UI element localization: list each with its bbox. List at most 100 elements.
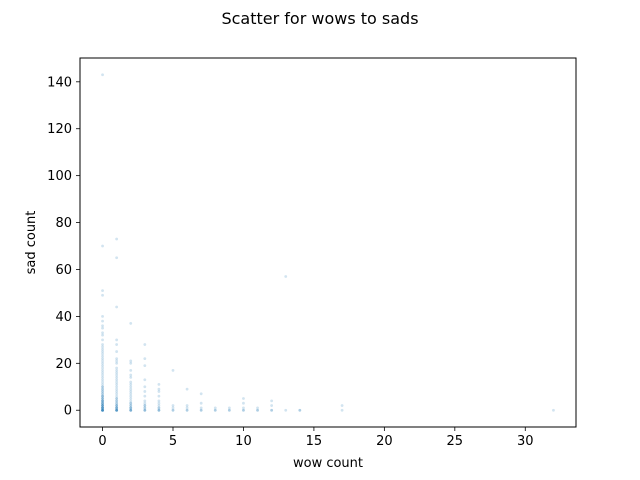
data-point [157,399,161,403]
data-point [115,373,119,377]
data-point [143,406,147,410]
data-point [157,408,161,412]
data-point [143,408,147,412]
data-point [199,401,203,405]
data-point [157,404,161,407]
data-point [284,275,288,278]
data-point [101,345,104,349]
data-point [101,359,104,363]
data-point [199,408,203,412]
data-point [115,404,119,407]
data-point [270,399,274,403]
data-point [129,387,133,391]
data-point [101,406,104,410]
data-point [129,408,133,412]
data-point [115,343,119,346]
data-point [171,406,175,410]
data-point [171,408,175,412]
data-point [101,373,104,377]
data-point [101,364,104,368]
data-point [115,401,119,405]
data-point [129,383,133,386]
data-point [115,305,119,309]
data-point [270,408,274,412]
data-point [115,401,119,405]
data-point [101,326,104,330]
data-point [242,397,245,400]
data-point [115,404,119,407]
data-point [298,408,302,412]
data-point [171,368,175,372]
data-point [101,408,104,412]
data-point [101,408,104,412]
data-point [242,408,245,412]
y-tick-label: 100 [47,169,72,184]
data-point [101,404,104,407]
data-point [101,324,104,328]
x-tick-label: 5 [169,434,177,449]
data-point [101,333,104,337]
data-point [115,406,119,410]
data-point [115,404,119,407]
data-point [101,371,104,375]
data-point [101,399,104,403]
data-point [101,408,104,412]
data-point [101,401,104,405]
data-point [143,394,147,398]
data-point [101,392,104,396]
chart-title: Scatter for wows to sads [221,9,418,28]
data-point [143,401,147,405]
data-point [552,408,555,412]
data-point [185,406,189,410]
data-point [270,404,274,407]
data-point [143,364,147,368]
data-point [242,408,245,412]
data-point [115,350,119,353]
data-point [115,237,119,241]
data-point [157,390,161,393]
data-point [115,408,119,412]
x-axis-ticks: 0 5 10 15 20 25 30 [98,427,534,449]
data-point [129,397,133,400]
data-point [115,390,119,393]
data-point [143,408,147,412]
data-point [129,399,133,403]
data-point [157,408,161,412]
data-point [157,408,161,412]
data-point [213,408,217,412]
data-point [143,406,147,410]
data-point [270,408,274,412]
data-point [129,408,133,412]
data-point [157,387,161,391]
data-point [101,392,104,396]
data-point [101,357,104,361]
data-point [115,256,119,260]
data-point [101,399,104,403]
data-point [101,399,104,403]
data-point [115,371,119,375]
data-point [157,406,161,410]
data-point [101,347,104,351]
plot-frame [79,57,577,428]
data-point [101,408,104,412]
data-point [115,408,119,412]
data-point [129,380,133,384]
data-point [185,408,189,412]
data-point [115,375,119,379]
data-point [213,408,217,412]
y-tick-label: 60 [55,263,72,278]
data-point [101,338,104,342]
data-point [101,368,104,372]
data-point [115,368,119,372]
data-point [242,406,245,410]
data-point [227,408,231,412]
data-point [101,408,104,412]
data-point [115,357,119,361]
data-point [129,390,133,393]
data-point [129,408,133,412]
data-point [143,357,147,361]
data-point [101,399,104,403]
data-point [101,354,104,358]
